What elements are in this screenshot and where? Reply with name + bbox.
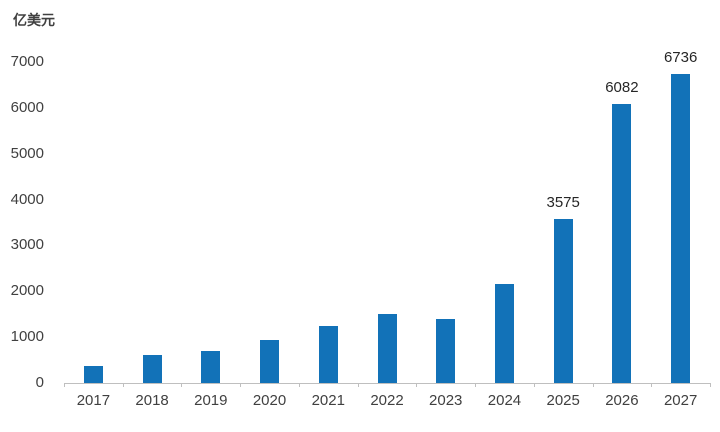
- x-axis-tick-label: 2021: [311, 392, 345, 409]
- x-axis-tick-mark: [122, 383, 124, 387]
- x-axis-tick-mark: [416, 383, 418, 387]
- y-axis-tick-label: 4000: [10, 190, 44, 208]
- x-axis-tick-mark: [298, 383, 300, 387]
- bar-value-label-2027: 6736: [663, 49, 698, 67]
- x-axis-tick-label: 2017: [76, 392, 111, 409]
- bar-value-label-2026: 6082: [605, 79, 639, 97]
- x-axis-tick-label: 2025: [546, 392, 580, 409]
- x-axis-tick-mark: [533, 383, 535, 387]
- x-axis-tick-label: 2019: [194, 392, 228, 409]
- x-axis-tick-mark: [357, 383, 359, 387]
- bar-2021: [318, 325, 338, 383]
- bar-value-label-2025: 3575: [546, 194, 580, 212]
- x-axis-tick-label: 2027: [663, 392, 698, 409]
- plot-area: 0 1000 2000 3000 4000 5000 6000 7000 2017 2018 201…: [11, 49, 711, 409]
- x-axis-tick-mark: [651, 383, 653, 387]
- x-axis-tick-label: 2023: [429, 392, 463, 409]
- x-axis-tick-mark: [64, 383, 65, 387]
- bar-2022: [377, 314, 397, 383]
- y-axis-tick-label: 2000: [10, 282, 44, 300]
- x-axis-tick-mark: [592, 383, 594, 387]
- x-axis-tick-mark: [710, 383, 711, 387]
- y-axis-title: 亿美元: [13, 12, 55, 28]
- y-axis-tick-label: 7000: [10, 53, 44, 70]
- y-axis-tick-label: 0: [35, 374, 44, 391]
- bar-2020: [260, 340, 280, 383]
- y-axis-tick-label: 6000: [10, 98, 44, 116]
- y-axis-tick-label: 5000: [10, 144, 44, 162]
- x-axis-tick-label: 2020: [252, 392, 287, 409]
- x-axis-tick-mark: [181, 383, 183, 387]
- x-axis-tick-mark: [240, 383, 242, 387]
- x-axis-tick-label: 2022: [370, 392, 404, 409]
- bar-2025: [553, 219, 573, 383]
- bar-2017: [83, 366, 103, 383]
- bar-2023: [436, 319, 456, 383]
- bar-2019: [201, 351, 221, 383]
- bar-2027: [671, 74, 691, 383]
- y-axis-tick-label: 1000: [10, 328, 44, 346]
- bar-2026: [612, 104, 632, 383]
- bar-2024: [494, 283, 514, 383]
- x-axis-line: [64, 383, 710, 384]
- y-axis-tick-label: 3000: [10, 236, 44, 254]
- x-axis-tick-label: 2024: [487, 392, 522, 409]
- x-axis-tick-mark: [475, 383, 477, 387]
- x-axis-tick-label: 2018: [135, 392, 169, 409]
- x-axis-tick-label: 2026: [605, 392, 639, 409]
- bar-2018: [142, 354, 162, 383]
